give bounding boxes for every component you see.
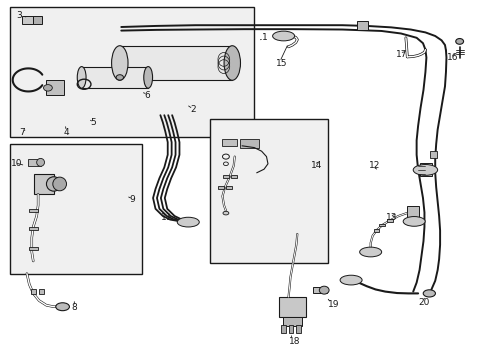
Text: 12: 12 [368, 161, 380, 170]
Bar [223, 175, 228, 178]
Bar [210, 119, 327, 263]
Text: 7: 7 [20, 128, 25, 137]
Bar [278, 297, 305, 317]
Bar [31, 289, 36, 294]
Bar [373, 229, 379, 232]
Text: 19: 19 [327, 300, 339, 309]
Bar [33, 16, 42, 24]
Ellipse shape [412, 165, 437, 175]
Ellipse shape [272, 31, 294, 41]
Bar [222, 139, 237, 146]
Text: 13: 13 [386, 213, 397, 222]
Bar [288, 325, 293, 333]
Bar [28, 159, 41, 166]
Ellipse shape [37, 158, 44, 166]
Ellipse shape [339, 275, 361, 285]
Bar [282, 317, 302, 326]
Bar [312, 287, 326, 293]
Text: 18: 18 [288, 338, 300, 346]
Text: 2: 2 [190, 105, 196, 114]
Bar [29, 247, 38, 250]
Bar [356, 21, 367, 30]
Bar [230, 175, 236, 178]
Text: 8: 8 [71, 303, 77, 312]
Ellipse shape [77, 67, 86, 88]
Text: 14: 14 [310, 161, 321, 170]
Ellipse shape [53, 177, 66, 191]
Ellipse shape [455, 39, 463, 44]
Text: 3: 3 [16, 11, 22, 20]
Bar [120, 46, 232, 80]
Ellipse shape [402, 217, 425, 226]
Bar [281, 325, 285, 333]
Bar [29, 227, 38, 230]
Ellipse shape [223, 211, 228, 215]
Bar [39, 289, 44, 294]
Text: 10: 10 [11, 159, 22, 168]
Bar [406, 206, 418, 220]
Ellipse shape [46, 177, 61, 191]
Ellipse shape [359, 247, 381, 257]
Text: 4: 4 [63, 128, 69, 137]
Text: 17: 17 [395, 50, 407, 59]
Bar [218, 186, 224, 189]
Bar [81, 67, 148, 88]
Bar [225, 186, 231, 189]
Bar [429, 151, 436, 158]
Bar [46, 80, 63, 95]
Text: 16: 16 [447, 53, 458, 62]
Bar [379, 224, 385, 226]
Bar [295, 325, 300, 333]
Ellipse shape [177, 217, 199, 227]
Text: 20: 20 [417, 298, 428, 307]
Bar [419, 163, 431, 176]
Ellipse shape [224, 46, 240, 80]
Ellipse shape [56, 303, 69, 311]
Ellipse shape [116, 75, 123, 80]
Ellipse shape [111, 46, 128, 80]
Text: 11: 11 [161, 213, 173, 222]
Ellipse shape [143, 67, 152, 88]
Ellipse shape [319, 286, 328, 294]
Bar [34, 174, 54, 194]
Text: 1: 1 [261, 33, 267, 42]
Text: 15: 15 [276, 59, 287, 68]
Bar [239, 139, 259, 148]
Ellipse shape [422, 290, 434, 297]
Bar [10, 144, 142, 274]
Bar [22, 16, 33, 24]
Text: 6: 6 [144, 91, 150, 100]
Text: 9: 9 [129, 195, 135, 204]
Bar [10, 7, 254, 137]
Ellipse shape [43, 85, 52, 91]
Bar [29, 209, 38, 212]
Bar [386, 219, 392, 222]
Text: 5: 5 [90, 118, 96, 127]
